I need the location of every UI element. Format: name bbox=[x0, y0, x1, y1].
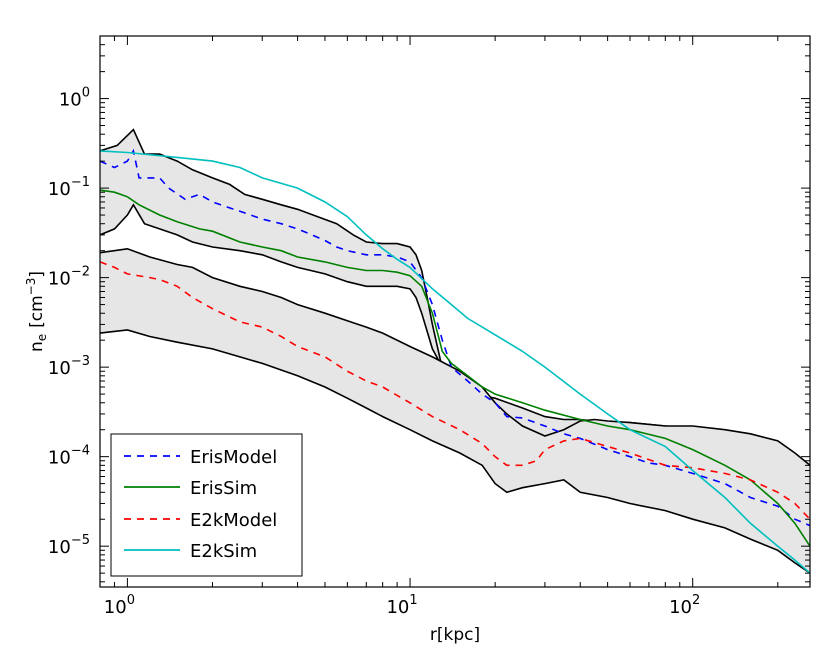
series-layer bbox=[99, 148, 811, 574]
x-tick-exponent: 1 bbox=[409, 593, 417, 608]
y-tick-mantissa: 10 bbox=[48, 358, 71, 379]
y-tick-label: 10−3 bbox=[48, 354, 90, 379]
series-line-erissim bbox=[99, 189, 811, 547]
y-tick-exponent: −5 bbox=[71, 533, 90, 548]
ticks-layer bbox=[99, 35, 810, 587]
legend: ErisModel ErisSim E2kModel E2kSim bbox=[110, 433, 303, 577]
legend-entry-e2ksim: E2kSim bbox=[124, 541, 257, 562]
legend-entry-erissim: ErisSim bbox=[124, 478, 257, 499]
legend-entry-erismodel: ErisModel bbox=[124, 447, 277, 468]
series-line-e2ksim bbox=[99, 150, 811, 574]
legend-label-erismodel: ErisModel bbox=[190, 447, 277, 468]
y-axis-label: ne [cm−3] bbox=[24, 271, 49, 352]
y-tick-label: 10−4 bbox=[48, 444, 90, 469]
y-tick-exponent: 0 bbox=[82, 86, 90, 101]
y-tick-exponent: −4 bbox=[71, 444, 90, 459]
x-tick-label: 102 bbox=[669, 593, 700, 618]
x-tick-mantissa: 10 bbox=[669, 597, 692, 618]
y-axis-label-main: n bbox=[27, 341, 47, 352]
x-tick-label: 101 bbox=[386, 593, 417, 618]
x-tick-exponent: 2 bbox=[692, 593, 700, 608]
y-tick-mantissa: 10 bbox=[48, 448, 71, 469]
legend-label-e2ksim: E2kSim bbox=[190, 541, 257, 562]
y-axis-label-close: ] bbox=[27, 271, 47, 278]
legend-label-erissim: ErisSim bbox=[190, 478, 257, 499]
y-tick-mantissa: 10 bbox=[48, 179, 71, 200]
legend-entry-e2kmodel: E2kModel bbox=[124, 510, 277, 531]
x-tick-exponent: 0 bbox=[127, 593, 135, 608]
y-tick-exponent: −1 bbox=[71, 175, 90, 190]
legend-box bbox=[110, 433, 303, 577]
x-axis-label: r[kpc] bbox=[430, 625, 480, 645]
bands-layer bbox=[99, 128, 811, 574]
series-line-e2kmodel bbox=[99, 261, 811, 520]
y-tick-label: 10−5 bbox=[48, 533, 90, 558]
y-tick-mantissa: 10 bbox=[59, 90, 82, 111]
y-tick-exponent: −3 bbox=[71, 354, 90, 369]
x-tick-mantissa: 10 bbox=[386, 597, 409, 618]
y-axis-label-unit: [cm bbox=[27, 295, 47, 328]
x-tick-label: 100 bbox=[104, 593, 135, 618]
y-axis-label-exp: −3 bbox=[24, 278, 38, 296]
y-tick-exponent: −2 bbox=[71, 265, 90, 280]
y-tick-label: 100 bbox=[59, 86, 90, 111]
x-tick-mantissa: 10 bbox=[104, 597, 127, 618]
e2k-band-fill bbox=[100, 248, 810, 574]
e2k-band-lower-line bbox=[99, 329, 811, 574]
plot-frame bbox=[99, 35, 811, 588]
y-tick-mantissa: 10 bbox=[48, 269, 71, 290]
y-tick-mantissa: 10 bbox=[48, 537, 71, 558]
legend-label-e2kmodel: E2kModel bbox=[190, 510, 277, 531]
y-tick-label: 10−1 bbox=[48, 175, 90, 200]
y-tick-label: 10−2 bbox=[48, 265, 90, 290]
y-axis-label-sub: e bbox=[35, 334, 49, 341]
